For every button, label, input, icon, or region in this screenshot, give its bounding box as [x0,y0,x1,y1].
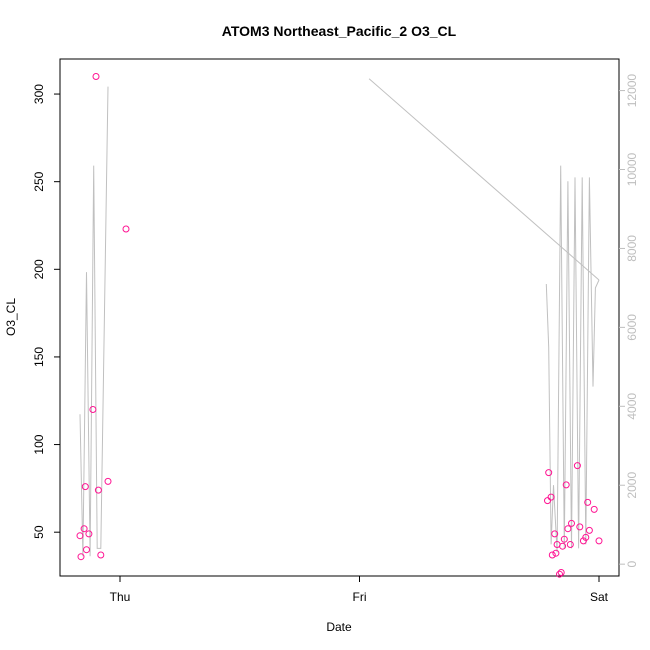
data-point [582,533,590,541]
data-point [104,477,112,485]
y-tick-label: 150 [32,347,46,367]
data-point [548,551,556,559]
y-tick-label: 250 [32,171,46,191]
y2-tick-label: 8000 [625,235,639,262]
data-point [568,519,575,527]
y2-tick-label: 10000 [625,152,639,186]
plot-frame [59,58,620,577]
data-point [80,525,88,533]
data-point [564,525,572,533]
data-point [97,551,105,559]
series-line-1 [79,86,600,557]
series-points [76,73,603,578]
data-point [551,530,559,538]
y-tick-label: 200 [32,259,46,279]
data-point [579,537,587,545]
data-point [92,73,100,80]
data-point [595,537,603,545]
y-tick-label: 100 [32,434,46,454]
data-point [560,535,568,543]
y2-tick-label: 0 [625,561,639,568]
x-tick-label: Fri [353,590,367,604]
data-point [544,497,551,505]
y-tick-label: 50 [32,525,46,539]
x-axis: Thu Fri Sat [110,576,609,604]
y-axis-label: O3_CL [4,298,18,336]
data-point [557,569,565,576]
data-point [566,541,574,548]
data-point [584,498,592,506]
y2-tick-label: 4000 [625,393,639,420]
data-point [76,532,84,540]
y-axis-left: 50 100 150 200 250 300 [32,84,60,539]
y-axis-right: 0 2000 4000 6000 8000 10000 12000 [619,74,639,568]
data-point [122,225,130,233]
y-tick-label: 300 [32,84,46,104]
x-tick-label: Sat [590,590,609,604]
data-point [89,406,97,413]
data-point [85,530,93,538]
data-point [94,486,102,494]
chart-title: ATOM3 Northeast_Pacific_2 O3_CL [222,23,457,39]
data-point [545,469,553,477]
y2-tick-label: 2000 [625,472,639,499]
data-point [81,483,89,491]
data-point [547,493,555,501]
data-point [576,523,584,531]
y2-tick-label: 6000 [625,314,639,341]
data-point [573,462,581,470]
series-line-2 [368,78,600,281]
data-point [83,546,90,554]
y2-tick-label: 12000 [625,74,639,108]
series-lines [79,78,600,557]
data-point [556,570,563,578]
x-tick-label: Thu [110,590,131,604]
data-point [590,505,598,513]
data-point [77,553,85,561]
x-axis-label: Date [326,620,352,634]
data-point [562,481,570,489]
data-point [552,549,560,557]
data-point [585,526,593,534]
data-point [559,542,567,550]
